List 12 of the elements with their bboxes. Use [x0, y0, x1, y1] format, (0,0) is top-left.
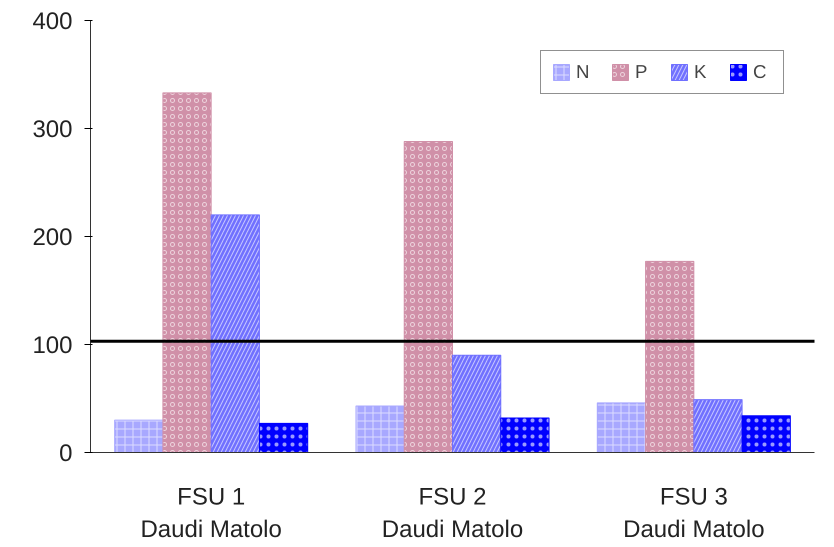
legend-label: C: [753, 61, 768, 83]
x-tick-label: FSU 3 Daudi Matolo: [623, 484, 765, 543]
legend-label: K: [694, 61, 708, 83]
x-tick-label: FSU 1 Daudi Matolo: [140, 484, 282, 543]
x-tick-label: FSU 2 Daudi Matolo: [382, 484, 524, 543]
y-tick-label: 300: [32, 116, 73, 143]
y-tick-label: 100: [32, 332, 73, 359]
y-tick-label: 200: [32, 224, 73, 251]
legend-label: N: [576, 61, 590, 83]
y-tick-label: 0: [59, 440, 73, 467]
legend-label: P: [635, 61, 648, 83]
y-tick-label: 400: [32, 8, 73, 35]
